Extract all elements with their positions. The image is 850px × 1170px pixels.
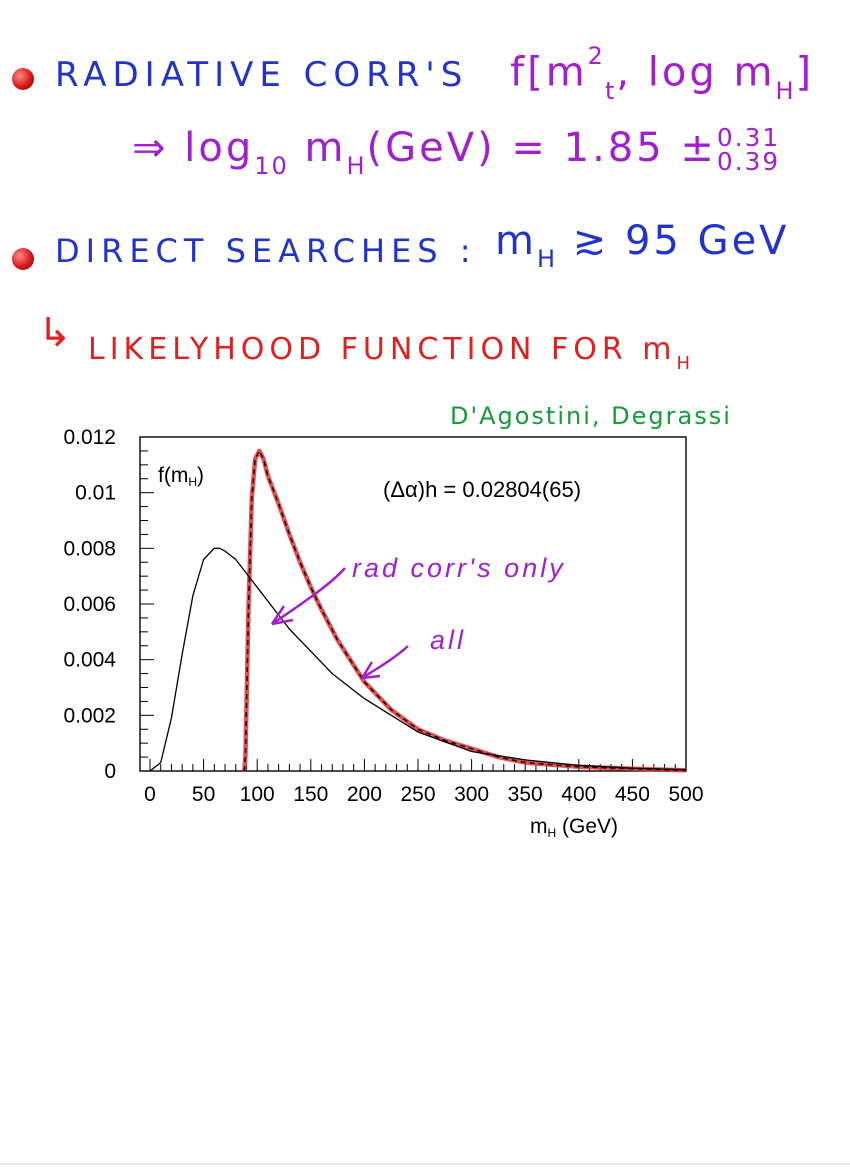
log-mh: , log m: [616, 49, 776, 96]
result-errors: 0.31 0.39: [716, 123, 781, 176]
y-tick-label: 0: [104, 760, 116, 783]
likelihood-text: LIKELYHOOD FUNCTION FOR m: [88, 332, 677, 367]
mh-symbol: m: [495, 218, 537, 264]
series-rad-corr-only: [149, 547, 687, 772]
x-tick-label: 50: [192, 783, 215, 806]
mh-sub: H: [536, 245, 558, 274]
x-tick-labels: 0 50 100 150 200 250 300 350 400 450 500: [144, 783, 703, 806]
likelihood-label: LIKELYHOOD FUNCTION FOR mH: [88, 332, 692, 374]
likelihood-sub: H: [676, 352, 693, 374]
result-value: (GeV) = 1.85 ±: [366, 125, 717, 171]
direct-searches-label: DIRECT SEARCHES :: [55, 232, 477, 270]
error-down: 0.39: [716, 147, 781, 176]
direct-searches-bound: mH ≳ 95 GeV: [495, 218, 790, 273]
mt-sub: t: [604, 76, 617, 105]
all-annotation: all: [430, 625, 466, 655]
x-tick-label: 350: [508, 783, 543, 806]
x-tick-label: 0: [144, 783, 156, 806]
bound-value: ≳ 95 GeV: [572, 218, 790, 264]
y-axis-label: f(mH): [158, 464, 204, 489]
log-mh-result: ⇒ log10 mH(GeV) = 1.85 ±0.31 0.39: [132, 125, 780, 180]
log-mh-sub: H: [775, 76, 796, 105]
y-tick-label: 0.004: [63, 649, 116, 672]
rad-corr-arrowhead: [270, 605, 294, 626]
mt-sup: 2: [587, 42, 605, 70]
bullet-icon: [12, 248, 34, 270]
m-sub: H: [346, 152, 367, 181]
y-tick-label: 0.006: [63, 593, 116, 616]
authors-note: D'Agostini, Degrassi: [450, 402, 732, 430]
function-symbol: f: [510, 49, 528, 96]
x-tick-label: 450: [615, 783, 650, 806]
curves: [149, 448, 687, 773]
log-text: log: [184, 125, 255, 171]
y-tick-label: 0.002: [63, 704, 116, 727]
radiative-corr-label: RADIATIVE CORR'S: [55, 55, 469, 95]
y-tick-label: 0.008: [63, 537, 116, 560]
likelihood-chart: 0 0.002 0.004 0.006 0.008 0.01 0.012 0 50 100 150…: [63, 426, 703, 840]
y-tick-label: 0.01: [75, 482, 116, 505]
error-up: 0.31: [716, 123, 781, 153]
x-tick-label: 250: [400, 783, 435, 806]
m-text: m: [304, 125, 347, 171]
delta-alpha-annotation: (Δα)h = 0.02804(65): [383, 477, 581, 502]
series-all-dashed: [243, 450, 687, 772]
x-tick-label: 150: [293, 783, 328, 806]
likelihood-arrow: ↳: [38, 310, 78, 356]
x-tick-label: 500: [668, 783, 703, 806]
y-tick-labels: 0 0.002 0.004 0.006 0.008 0.01 0.012: [63, 426, 116, 783]
x-tick-label: 400: [561, 783, 596, 806]
log-base: 10: [254, 152, 289, 181]
x-axis-label: mH (GeV): [530, 815, 618, 840]
all-arrowhead: [360, 661, 381, 680]
x-tick-label: 100: [240, 783, 275, 806]
x-tick-label: 300: [454, 783, 489, 806]
mt-symbol: m: [545, 49, 588, 96]
radiative-function: f[m2t, log mH]: [510, 42, 815, 105]
page-bottom-edge: [0, 1163, 850, 1165]
rad-corr-arrow: [271, 567, 346, 626]
implies-arrow: ⇒: [132, 125, 169, 171]
rad-corr-annotation: rad corr's only: [352, 553, 566, 583]
x-tick-label: 200: [347, 783, 382, 806]
y-tick-label: 0.012: [63, 426, 116, 449]
all-arrow: [361, 645, 409, 680]
bullet-icon: [12, 68, 34, 90]
